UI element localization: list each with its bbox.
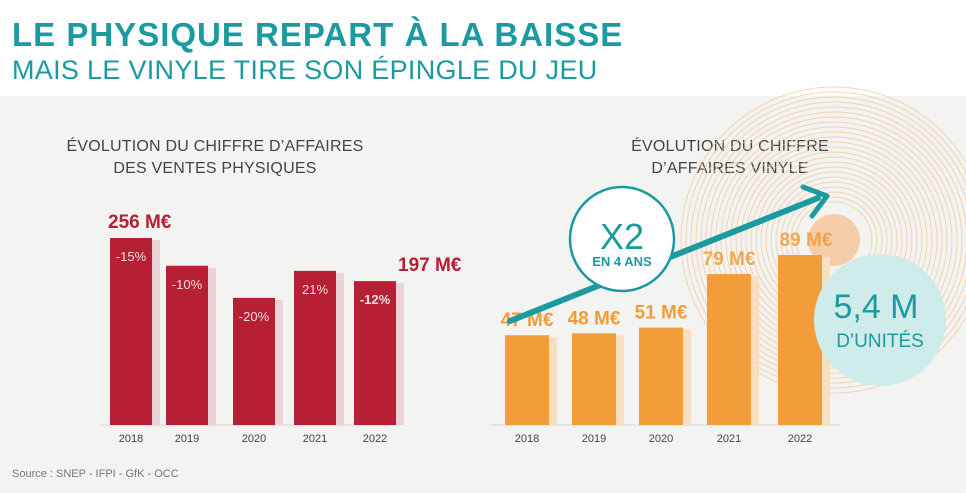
units-badge-caption: D’UNITÉS	[836, 331, 924, 352]
vinyl-bar	[707, 274, 751, 425]
growth-badge-caption: EN 4 ANS	[592, 254, 652, 269]
physical-year-label: 2020	[242, 433, 266, 445]
vinyl-year-label: 2020	[649, 433, 673, 445]
vinyl-value-label: 51 M€	[635, 303, 688, 324]
vinyl-disc-label	[808, 214, 860, 266]
physical-bar	[166, 265, 208, 425]
units-badge	[814, 254, 946, 386]
physical-bar	[294, 270, 336, 425]
vinyl-year-label: 2019	[582, 433, 606, 445]
vinyl-bar	[778, 255, 822, 425]
growth-badge	[568, 185, 676, 293]
vinyl-year-label: 2022	[788, 433, 812, 445]
vinyl-disc-groove	[700, 106, 966, 374]
vinyl-year-label: 2018	[515, 433, 539, 445]
physical-change-label: -15%	[116, 249, 147, 264]
vinyl-disc-groove	[680, 86, 966, 394]
vinyl-disc-groove	[690, 96, 966, 384]
physical-change-label: -20%	[239, 309, 270, 324]
physical-chart-title-line-2: DES VENTES PHYSIQUES	[113, 160, 317, 177]
physical-value-label: 256 M€	[108, 212, 172, 233]
units-badge-value: 5,4 M	[833, 288, 918, 326]
physical-year-label: 2019	[175, 433, 199, 445]
vinyl-chart-title-line-1: ÉVOLUTION DU CHIFFRE	[631, 138, 829, 155]
vinyl-value-label: 48 M€	[568, 308, 621, 329]
vinyl-disc-groove	[685, 91, 966, 389]
vinyl-value-label: 47 M€	[501, 310, 554, 331]
source-note: Source : SNEP - IFPI - GfK - OCC	[12, 468, 179, 480]
vinyl-bar	[572, 333, 616, 425]
vinyl-value-label: 79 M€	[703, 249, 756, 270]
page-title: LE PHYSIQUE REPART À LA BAISSE	[12, 16, 624, 53]
physical-year-label: 2021	[303, 433, 327, 445]
header: LE PHYSIQUE REPART À LA BAISSE MAIS LE V…	[0, 0, 966, 96]
physical-bar	[110, 238, 152, 425]
growth-badge-value: X2	[600, 216, 644, 257]
vinyl-bar	[639, 327, 683, 425]
growth-arrow-head	[800, 184, 830, 219]
physical-value-label: 197 M€	[398, 255, 462, 276]
vinyl-year-label: 2021	[717, 433, 741, 445]
physical-year-label: 2022	[363, 433, 387, 445]
physical-change-label: -10%	[172, 277, 203, 292]
physical-change-label: 21%	[302, 282, 328, 297]
physical-year-label: 2018	[119, 433, 143, 445]
vinyl-bar	[505, 335, 549, 425]
physical-bar	[354, 281, 396, 425]
physical-chart-title: ÉVOLUTION DU CHIFFRE D’AFFAIRES DES VENT…	[40, 136, 390, 180]
physical-bar	[233, 297, 275, 425]
physical-change-label: -12%	[360, 292, 391, 307]
vinyl-value-label: 89 M€	[780, 230, 833, 251]
physical-chart-title-line-1: ÉVOLUTION DU CHIFFRE D’AFFAIRES	[66, 138, 364, 155]
page-subtitle: MAIS LE VINYLE TIRE SON ÉPINGLE DU JEU	[12, 55, 598, 85]
vinyl-disc-groove	[695, 101, 966, 379]
